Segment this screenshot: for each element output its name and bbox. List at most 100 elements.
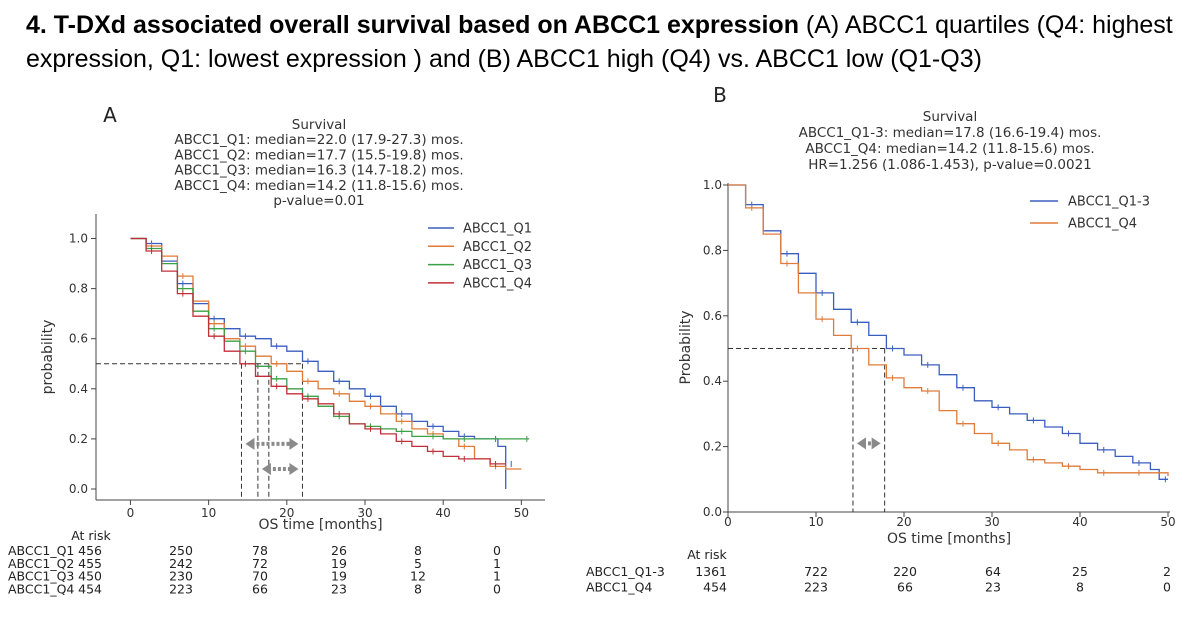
- annotation-line: Survival: [923, 109, 977, 125]
- x-tick-label: 30: [357, 506, 372, 520]
- x-tick-label: 10: [808, 515, 823, 529]
- legend-label-ABCC1_Q3: ABCC1_Q3: [463, 258, 532, 273]
- annotation-line: ABCC1_Q4: median=14.2 (11.8-15.6) mos.: [805, 141, 1094, 157]
- at-risk-row-label: ABCC1_Q4: [586, 580, 652, 595]
- km-curve-ABCC1_Q1: [130, 237, 507, 489]
- at-risk-value: 454: [703, 580, 727, 595]
- at-risk-value: 0: [1163, 580, 1171, 595]
- at-risk-value: 223: [169, 581, 193, 596]
- y-tick-label: 0.6: [69, 332, 88, 346]
- x-tick-label: 10: [201, 506, 216, 520]
- at-risk-value: 64: [985, 564, 1001, 579]
- annotation-line: ABCC1_Q2: median=17.7 (15.5-19.8) mos.: [174, 147, 463, 163]
- at-risk-value: 456: [78, 543, 102, 558]
- page-title-rest: (A) ABCC1 quartiles (Q4: highest express…: [26, 11, 1173, 73]
- arrow-head-right: [289, 437, 299, 450]
- legend-label-ABCC1_Q2: ABCC1_Q2: [463, 240, 532, 255]
- at-risk-row-label: ABCC1_Q4: [8, 581, 74, 596]
- annotation-line: ABCC1_Q1-3: median=17.8 (16.6-19.4) mos.: [799, 125, 1102, 141]
- annotation-line: ABCC1_Q3: median=16.3 (14.7-18.2) mos.: [174, 163, 463, 179]
- y-tick-label: 0.6: [703, 309, 722, 323]
- y-tick-label: 0.0: [703, 505, 722, 519]
- at-risk-value: 455: [78, 556, 102, 571]
- annotation-line: p-value=0.01: [273, 193, 364, 209]
- x-tick-label: 50: [1160, 515, 1175, 529]
- at-risk-value: 70: [252, 569, 268, 584]
- at-risk-value: 12: [410, 569, 426, 584]
- at-risk-title: At risk: [687, 547, 727, 562]
- at-risk-value: 2: [1163, 564, 1171, 579]
- annotation-line: ABCC1_Q4: median=14.2 (11.8-15.6) mos.: [174, 178, 463, 194]
- at-risk-value: 223: [804, 580, 828, 595]
- y-tick-label: 1.0: [69, 232, 88, 246]
- at-risk-row-label: ABCC1_Q1: [8, 543, 74, 558]
- annotation-line: Survival: [292, 117, 346, 133]
- y-tick-label: 0.8: [703, 243, 722, 257]
- at-risk-value: 8: [1076, 580, 1084, 595]
- at-risk-title: At risk: [71, 528, 111, 543]
- at-risk-value: 25: [1072, 564, 1088, 579]
- at-risk-value: 454: [78, 581, 102, 596]
- km-curve-ABCC1_Q4: [130, 237, 506, 465]
- y-axis-label: probability: [40, 320, 56, 395]
- at-risk-value: 19: [331, 569, 347, 584]
- at-risk-value: 450: [78, 569, 102, 584]
- at-risk-value: 0: [493, 543, 501, 558]
- page-title: 4. T-DXd associated overall survival bas…: [26, 8, 1176, 76]
- x-tick-label: 20: [279, 506, 294, 520]
- y-tick-label: 0.4: [69, 382, 88, 396]
- x-tick-label: 30: [984, 515, 999, 529]
- at-risk-value: 230: [169, 569, 193, 584]
- at-risk-value: 0: [493, 581, 501, 596]
- page-title-bold: 4. T-DXd associated overall survival bas…: [26, 11, 799, 39]
- x-tick-label: 40: [1072, 515, 1087, 529]
- km-curve-ABCC1_Q4: [728, 184, 1169, 476]
- at-risk-value: 250: [169, 543, 193, 558]
- arrow-head-right: [289, 462, 299, 475]
- at-risk-value: 220: [893, 564, 917, 579]
- at-risk-row-label: ABCC1_Q2: [8, 556, 74, 571]
- annotation-line: ABCC1_Q1: median=22.0 (17.9-27.3) mos.: [174, 132, 463, 148]
- at-risk-value: 722: [804, 564, 828, 579]
- at-risk-value: 5: [414, 556, 422, 571]
- at-risk-value: 66: [252, 581, 268, 596]
- arrow-head-right: [871, 437, 881, 450]
- at-risk-value: 72: [252, 556, 268, 571]
- panel-letter-A: A: [103, 103, 117, 127]
- at-risk-value: 1: [493, 569, 501, 584]
- at-risk-value: 8: [414, 543, 422, 558]
- annotation-line: HR=1.256 (1.086-1.453), p-value=0.0021: [808, 157, 1092, 173]
- at-risk-value: 1: [493, 556, 501, 571]
- x-tick-label: 0: [724, 515, 732, 529]
- at-risk-value: 26: [331, 543, 347, 558]
- at-risk-value: 23: [331, 581, 347, 596]
- at-risk-row-label: ABCC1_Q3: [8, 569, 74, 584]
- y-tick-label: 0.2: [69, 432, 88, 446]
- arrow-head-left: [856, 437, 866, 450]
- at-risk-row-label: ABCC1_Q1-3: [586, 564, 665, 579]
- y-tick-label: 0.8: [69, 282, 88, 296]
- at-risk-value: 8: [414, 581, 422, 596]
- y-tick-label: 0.2: [703, 440, 722, 454]
- y-axis-label: Probability: [678, 310, 694, 384]
- at-risk-value: 66: [897, 580, 913, 595]
- y-tick-label: 0.0: [69, 482, 88, 496]
- arrow-head-left: [261, 462, 271, 475]
- at-risk-value: 23: [985, 580, 1001, 595]
- panel-letter-B: B: [713, 83, 727, 107]
- x-axis-label: OS time [months]: [258, 517, 382, 533]
- y-tick-label: 1.0: [703, 178, 722, 192]
- x-tick-label: 20: [896, 515, 911, 529]
- at-risk-value: 19: [331, 556, 347, 571]
- x-tick-label: 50: [514, 506, 529, 520]
- at-risk-value: 1361: [695, 564, 727, 579]
- x-tick-label: 0: [127, 506, 135, 520]
- x-axis-label: OS time [months]: [887, 531, 1011, 547]
- at-risk-value: 78: [252, 543, 268, 558]
- arrow-head-left: [245, 437, 255, 450]
- legend-label-ABCC1_Q1: ABCC1_Q1: [463, 222, 532, 237]
- y-tick-label: 0.4: [703, 374, 722, 388]
